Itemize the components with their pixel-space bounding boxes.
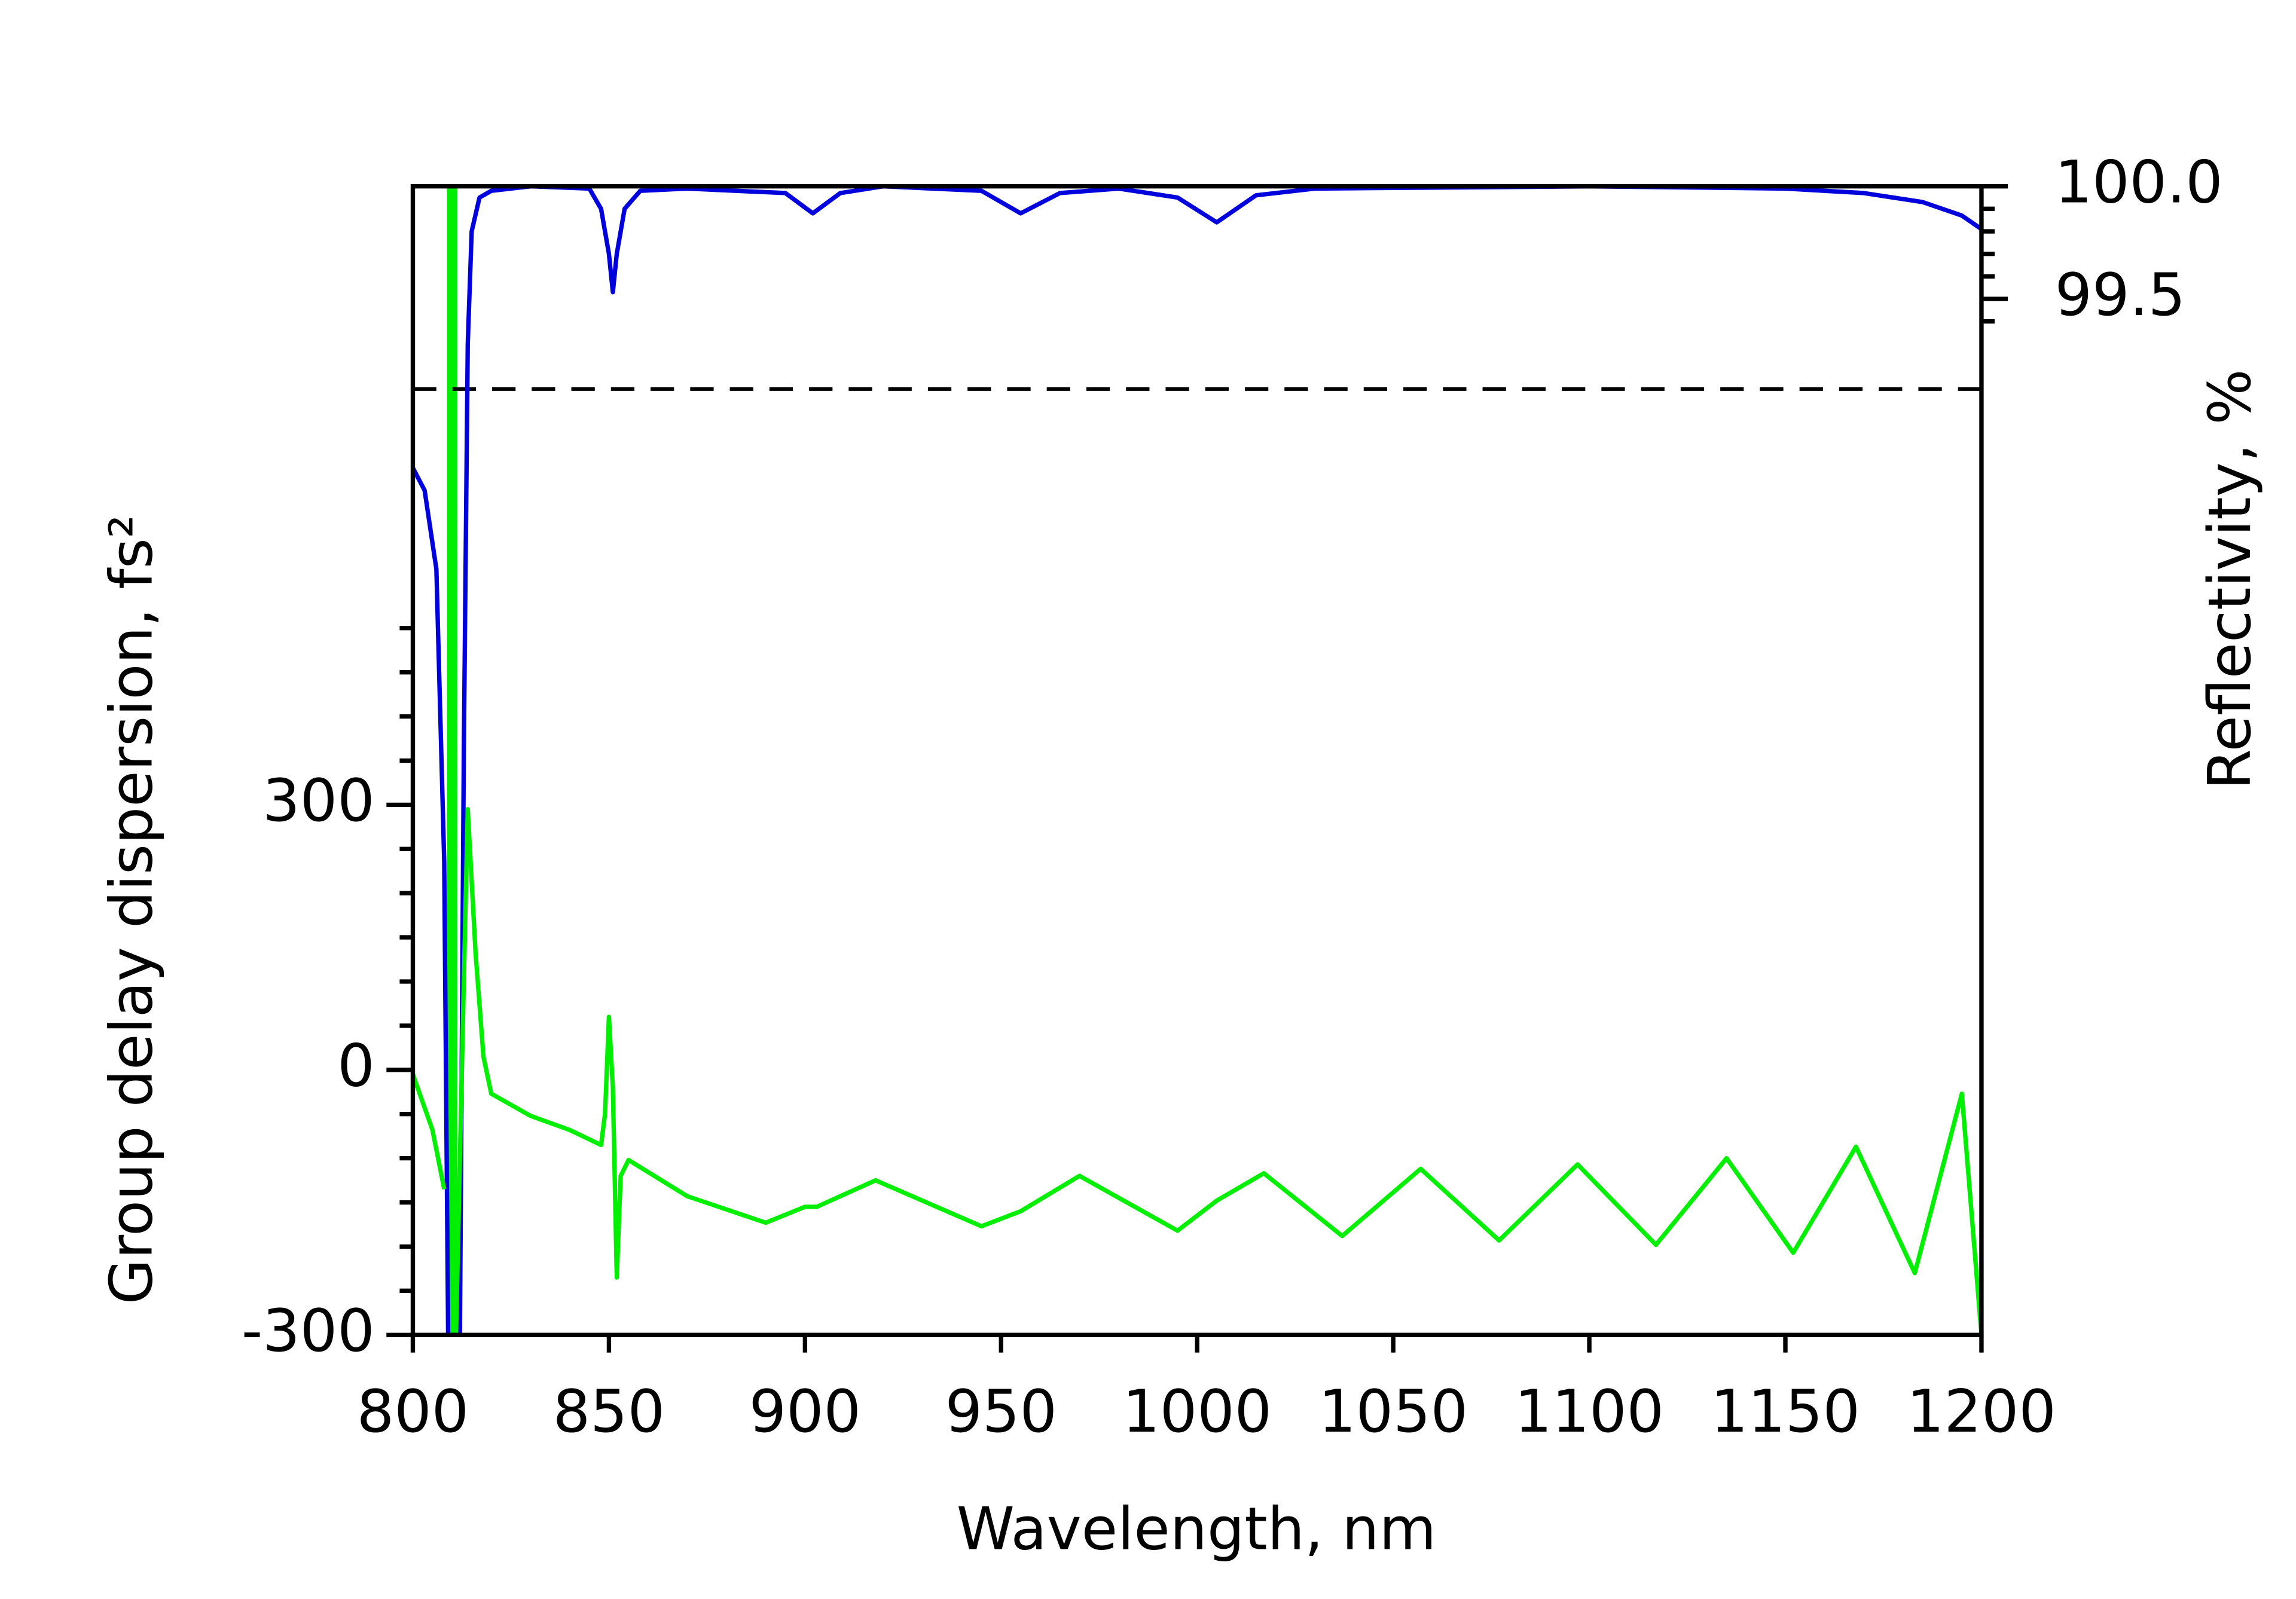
x-tick-label: 1000 [1122,1378,1272,1446]
y2-axis-label: Reflectivity, % [2196,369,2264,790]
y2-tick-label: 99.5 [2055,261,2186,329]
x-tick-label: 1200 [1907,1378,2056,1446]
x-tick-label: 1150 [1711,1378,1860,1446]
x-tick-label: 1050 [1318,1378,1468,1446]
y-tick-label: -300 [242,1297,375,1365]
x-tick-label: 900 [749,1378,861,1446]
y-tick-label: 300 [262,767,374,835]
y-axis-label: Group delay dispersion, fs² [97,515,166,1304]
x-axis-label: Wavelength, nm [957,1495,1437,1563]
x-tick-label: 1100 [1515,1378,1664,1446]
plot-area [413,186,1981,1335]
x-tick-label: 950 [945,1378,1057,1446]
data-line [413,186,1981,1335]
y2-tick-label: 100.0 [2055,149,2223,217]
x-tick-label: 850 [553,1378,665,1446]
data-line [413,1073,447,1190]
plot-frame [410,184,1984,1337]
data-line [453,807,1981,1335]
x-tick-label: 800 [357,1378,469,1446]
y-tick-label: 0 [337,1032,374,1100]
